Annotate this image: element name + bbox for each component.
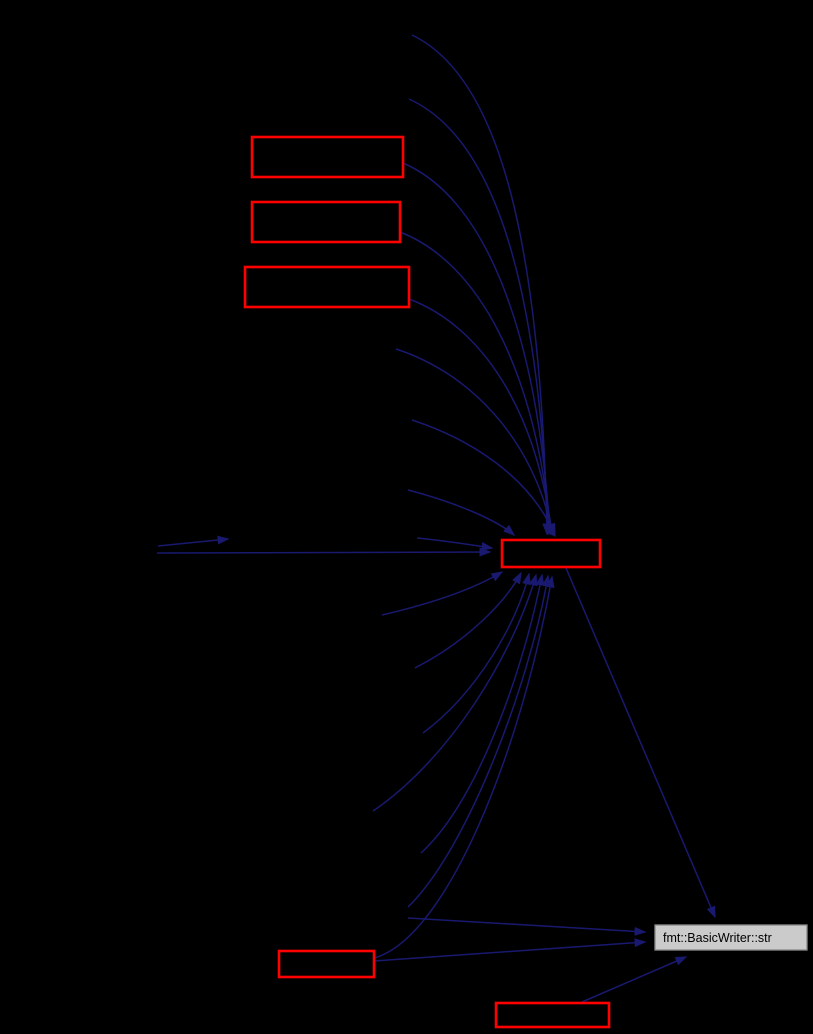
edge-truncated-bottom-center-to-current-function xyxy=(581,956,688,1003)
node-label-current-function: fmt::BasicWriter::str xyxy=(663,931,772,945)
edge-unlabeled-caller-13-to-current-function xyxy=(407,917,647,936)
edge-unlabeled-caller-12-to-truncated-center xyxy=(407,574,551,908)
node-truncated-top-3[interactable] xyxy=(243,265,411,309)
node-truncated-top-1[interactable] xyxy=(250,135,405,179)
edge-truncated-top-3-to-truncated-center xyxy=(408,298,556,536)
edge-unlabeled-caller-far-left-to-truncated-center xyxy=(156,547,492,557)
edge-truncated-bottom-left-to-current-function xyxy=(373,938,647,962)
edge-unlabeled-caller-11-to-truncated-center xyxy=(420,573,545,854)
node-truncated-bottom-center[interactable] xyxy=(494,1001,611,1029)
edge-truncated-bottom-left-to-truncated-center xyxy=(373,575,555,959)
edges-layer xyxy=(156,34,716,1003)
edge-unlabeled-caller-4-to-truncated-center xyxy=(411,419,556,538)
edge-unlabeled-caller-5-to-truncated-center xyxy=(407,489,516,536)
edge-unlabeled-caller-3-to-truncated-center xyxy=(395,348,556,537)
edge-unlabeled-caller-7-to-truncated-center xyxy=(381,571,504,616)
edge-truncated-top-2-to-truncated-center xyxy=(399,231,555,536)
node-truncated-top-2[interactable] xyxy=(250,200,402,244)
edge-unlabeled-caller-9-to-truncated-center xyxy=(422,572,531,734)
edge-unlabeled-caller-2-to-truncated-center xyxy=(408,98,553,536)
node-current-function[interactable] xyxy=(654,924,808,951)
edge-unlabeled-caller-1-to-truncated-center xyxy=(411,34,552,536)
edge-unlabeled-caller-8-to-truncated-center xyxy=(414,571,522,669)
edge-truncated-center-to-current-function xyxy=(565,567,716,919)
node-truncated-center[interactable] xyxy=(500,538,602,569)
edge-unlabeled-caller-6-to-truncated-center xyxy=(416,537,494,551)
edge-truncated-top-1-to-truncated-center xyxy=(402,162,554,536)
edge-unlabeled-caller-10-to-truncated-center xyxy=(372,573,538,812)
edge-unlabeled-caller-far-left-to-unlabeled-node xyxy=(157,535,230,547)
nodes-layer: fmt::BasicWriter::str xyxy=(243,135,808,1029)
node-truncated-bottom-left[interactable] xyxy=(277,949,376,979)
